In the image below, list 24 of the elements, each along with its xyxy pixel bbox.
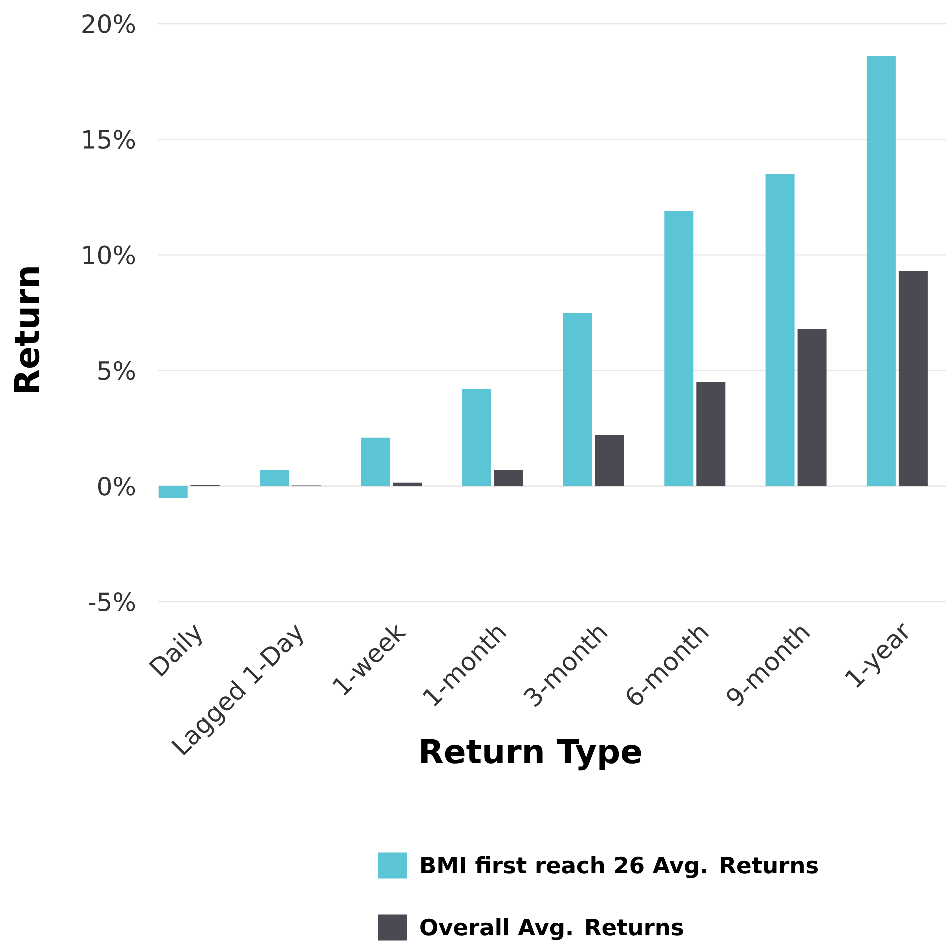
y-axis-title: Return: [14, 268, 40, 393]
y-tick-label: -5%: [89, 592, 136, 612]
bar: [494, 470, 524, 486]
y-tick-label: 10%: [84, 246, 136, 265]
legend-label: BMI first reach 26 Avg. Returns: [422, 856, 818, 878]
bar: [595, 436, 624, 486]
bar: [563, 312, 592, 486]
legend-label: Overall Avg. Returns: [420, 918, 684, 940]
bar: [260, 470, 290, 486]
bar: [393, 482, 422, 486]
y-tick-label: 15%: [84, 130, 136, 150]
y-tick-label: 20%: [82, 14, 136, 34]
bar: [361, 438, 390, 486]
bar: [696, 382, 726, 486]
x-axis-title: Return Type: [422, 739, 642, 771]
bar: [766, 174, 795, 486]
bar: [866, 56, 896, 486]
bar: [664, 211, 694, 486]
bar: [158, 486, 188, 498]
y-tick-label: 5%: [98, 361, 136, 380]
bar: [798, 329, 827, 486]
bar: [898, 271, 928, 486]
bar: [462, 389, 492, 486]
y-tick-label: 0%: [98, 476, 136, 496]
